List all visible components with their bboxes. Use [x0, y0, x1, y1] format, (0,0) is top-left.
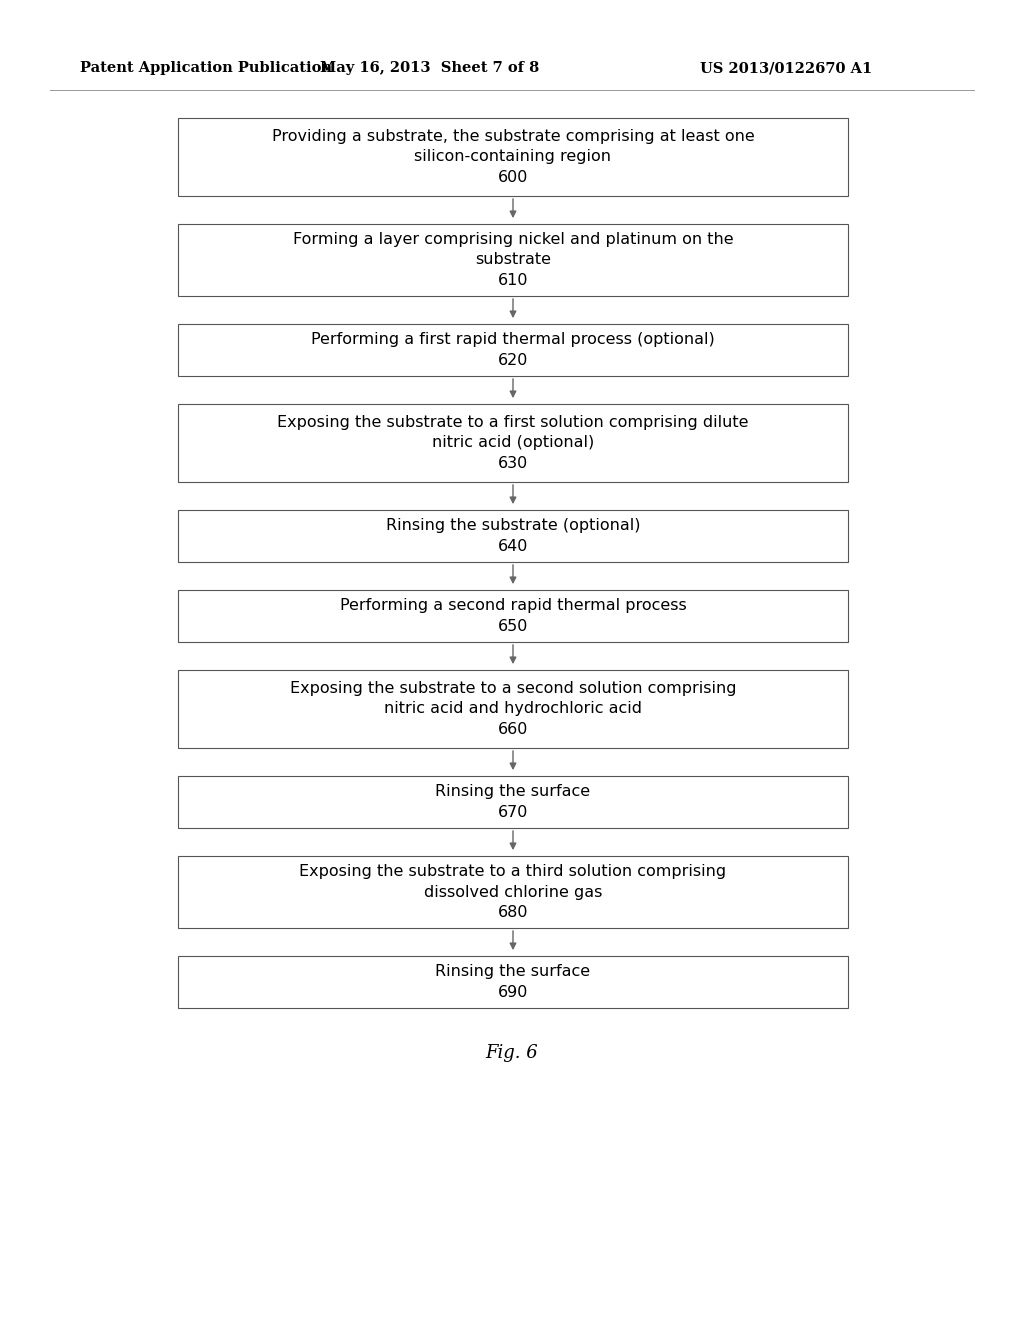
Bar: [178, 323, 848, 376]
Text: Forming a layer comprising nickel and platinum on the
substrate
610: Forming a layer comprising nickel and pl…: [293, 232, 733, 288]
Text: Patent Application Publication: Patent Application Publication: [80, 61, 332, 75]
Bar: [178, 671, 848, 748]
Bar: [178, 776, 848, 828]
Text: Rinsing the surface
670: Rinsing the surface 670: [435, 784, 591, 820]
Bar: [178, 404, 848, 482]
Text: Exposing the substrate to a first solution comprising dilute
nitric acid (option: Exposing the substrate to a first soluti…: [278, 414, 749, 471]
Text: Performing a first rapid thermal process (optional)
620: Performing a first rapid thermal process…: [311, 333, 715, 368]
Text: Exposing the substrate to a third solution comprising
dissolved chlorine gas
680: Exposing the substrate to a third soluti…: [299, 865, 727, 920]
Bar: [178, 855, 848, 928]
Text: Rinsing the surface
690: Rinsing the surface 690: [435, 965, 591, 999]
Text: Exposing the substrate to a second solution comprising
nitric acid and hydrochlo: Exposing the substrate to a second solut…: [290, 681, 736, 737]
Text: US 2013/0122670 A1: US 2013/0122670 A1: [700, 61, 872, 75]
Bar: [178, 590, 848, 642]
Text: Providing a substrate, the substrate comprising at least one
silicon-containing : Providing a substrate, the substrate com…: [271, 129, 755, 185]
Bar: [178, 117, 848, 195]
Bar: [178, 224, 848, 296]
Text: Performing a second rapid thermal process
650: Performing a second rapid thermal proces…: [340, 598, 686, 634]
Text: May 16, 2013  Sheet 7 of 8: May 16, 2013 Sheet 7 of 8: [321, 61, 540, 75]
Text: Fig. 6: Fig. 6: [485, 1044, 539, 1063]
Bar: [178, 956, 848, 1008]
Text: Rinsing the substrate (optional)
640: Rinsing the substrate (optional) 640: [386, 519, 640, 553]
Bar: [178, 510, 848, 562]
